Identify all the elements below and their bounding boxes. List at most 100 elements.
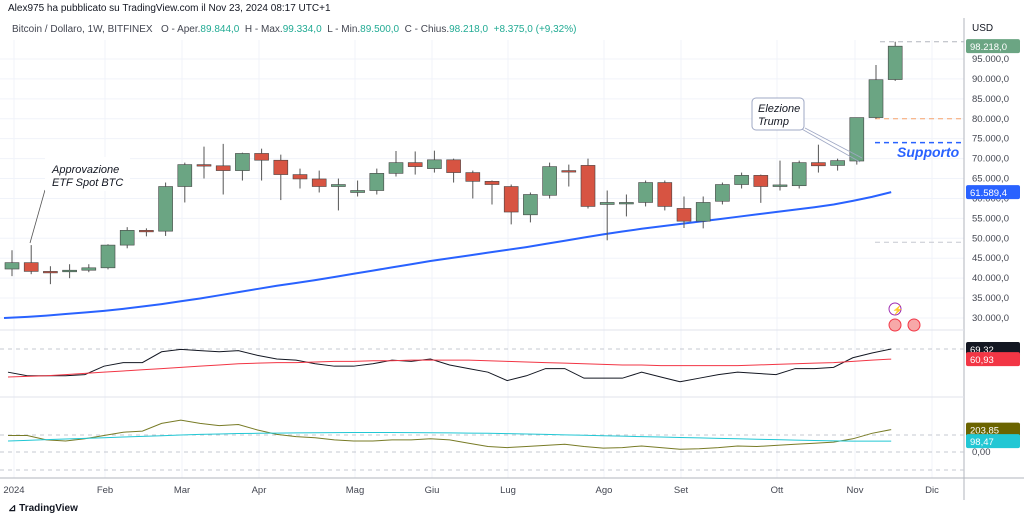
etf-annotation[interactable]: Approvazione ETF Spot BTC xyxy=(29,157,130,244)
symbol-legend: Bitcoin / Dollaro, 1W, BITFINEX O - Aper… xyxy=(12,24,576,35)
moving-average xyxy=(3,191,892,320)
price-tick: 85.000,0 xyxy=(972,94,1009,105)
price-tick: 50.000,0 xyxy=(972,233,1009,244)
grid xyxy=(0,40,964,478)
trump-annotation[interactable]: Elezione Trump xyxy=(751,97,863,163)
price-tick: 90.000,0 xyxy=(972,74,1009,85)
etf-line-2: ETF Spot BTC xyxy=(52,177,123,189)
price-tick: 95.000,0 xyxy=(972,54,1009,65)
currency-label[interactable]: USD xyxy=(972,23,994,34)
price-label-ma: 61.589,4 xyxy=(970,188,1007,199)
price-label-bg xyxy=(966,352,1020,367)
support-label: Supporto xyxy=(897,144,960,160)
candle-body xyxy=(427,159,442,169)
candle-body xyxy=(388,162,404,174)
low-value: 89.500,0 xyxy=(360,24,400,35)
candle-body xyxy=(503,186,519,213)
price-label-cci: 203,85 xyxy=(970,426,999,437)
event-icons[interactable]: ⚡ xyxy=(888,302,921,332)
time-tick: Ago xyxy=(596,485,613,496)
price-tick: 40.000,0 xyxy=(972,273,1009,284)
cci-line xyxy=(8,419,892,450)
candle-body xyxy=(311,178,327,187)
svg-text:⚡: ⚡ xyxy=(892,304,903,316)
time-tick: Mar xyxy=(174,485,190,496)
trump-line-2: Trump xyxy=(758,116,789,128)
price-tick: 55.000,0 xyxy=(972,213,1009,224)
candle-body xyxy=(734,175,749,185)
candle-body xyxy=(657,182,673,207)
high-value: 99.334,0 xyxy=(282,24,322,35)
trump-line-1: Elezione xyxy=(758,103,800,115)
price-label-bg xyxy=(966,422,1020,437)
price-label-last: 98.218,0 xyxy=(970,42,1007,53)
candle-body xyxy=(561,170,577,173)
candle-body xyxy=(43,271,58,274)
time-tick: Dic xyxy=(925,485,939,496)
candle-body xyxy=(119,230,135,246)
price-tick: 70.000,0 xyxy=(972,154,1009,165)
candle-body xyxy=(868,79,884,118)
candle-body xyxy=(887,45,903,80)
candle-body xyxy=(292,174,308,180)
candle-body xyxy=(638,182,653,203)
us-flag-icon xyxy=(907,318,921,332)
author-line: Alex975 ha pubblicato su TradingView.com… xyxy=(8,3,331,14)
ma-line xyxy=(3,191,892,320)
close-label: C - Chius. xyxy=(404,24,450,35)
symbol-name[interactable]: Bitcoin / Dollaro, 1W, BITFINEX xyxy=(12,24,153,35)
horizontal-lines xyxy=(0,41,964,471)
price-label-bg xyxy=(966,39,1020,54)
time-tick: Lug xyxy=(500,485,516,496)
price-tick: 35.000,0 xyxy=(972,293,1009,304)
candle-body xyxy=(580,165,596,207)
candle-body xyxy=(676,208,692,222)
candle-body xyxy=(849,117,865,162)
time-tick: Feb xyxy=(97,485,113,496)
tradingview-logo[interactable]: ⊿ TradingView xyxy=(8,503,78,514)
candle-body xyxy=(331,184,346,187)
candle-body xyxy=(465,172,481,182)
candle-body xyxy=(523,194,538,216)
time-tick: Giu xyxy=(425,485,440,496)
open-value: 89.844,0 xyxy=(200,24,240,35)
candle-body xyxy=(830,160,845,166)
candle-body xyxy=(811,162,826,167)
candles xyxy=(4,41,903,285)
rsi_ma-line xyxy=(7,358,892,378)
us-flag-icon xyxy=(888,318,902,332)
candle-body xyxy=(235,153,250,171)
candle-body xyxy=(715,184,730,202)
price-label-rsi_ma: 60,93 xyxy=(970,355,994,366)
etf-line-1: Approvazione xyxy=(51,164,119,176)
candle-body xyxy=(158,186,173,232)
price-tick: 75.000,0 xyxy=(972,134,1009,145)
candle-body xyxy=(62,269,77,273)
time-axis: 2024 Feb Mar Apr Mag Giu Lug Ago Set Ott Nov Dic xyxy=(3,485,939,496)
time-tick: Set xyxy=(674,485,689,496)
time-tick: Apr xyxy=(252,485,267,496)
candle-body xyxy=(350,190,365,193)
rsi-line xyxy=(7,348,892,383)
candle-body xyxy=(23,262,39,272)
candle-body xyxy=(446,159,461,173)
candle-body xyxy=(196,164,212,167)
candle-body xyxy=(177,164,193,187)
candle-body xyxy=(273,159,289,175)
candle-body xyxy=(139,230,154,233)
change-value: +8.375,0 (+9,32%) xyxy=(493,24,577,35)
candle-body xyxy=(100,244,116,269)
candle-body xyxy=(772,184,788,187)
price-label-bg xyxy=(966,434,1020,449)
candle-body xyxy=(484,181,500,185)
time-tick: Mag xyxy=(346,485,364,496)
price-axis: 95.000,0 90.000,0 85.000,0 80.000,0 75.000,0… xyxy=(966,39,1020,458)
candle-body xyxy=(407,162,423,167)
price-tick: 30.000,0 xyxy=(972,313,1009,324)
candle-body xyxy=(254,153,269,161)
low-label: L - Min. xyxy=(327,24,361,35)
candle-body xyxy=(215,165,231,171)
indicators xyxy=(7,348,892,450)
cci_ma-line xyxy=(7,432,892,442)
